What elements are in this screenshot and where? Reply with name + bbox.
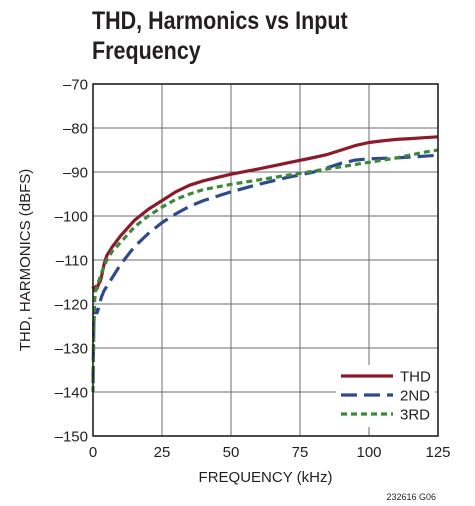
series-line-3rd	[91, 148, 439, 393]
x-tick-label-2: 50	[223, 444, 240, 461]
legend-label-3rd: 3RD	[400, 407, 430, 424]
legend-label-thd: THD	[400, 369, 431, 386]
y-tick-label-0: –150	[55, 429, 88, 446]
x-axis-label: FREQUENCY (kHz)	[199, 469, 333, 486]
x-tick-label-3: 75	[292, 444, 309, 461]
y-tick-label-2: –130	[55, 341, 88, 358]
chart-title-line-2: Frequency	[92, 37, 201, 65]
y-axis-label: THD, HARMONICS (dBFS)	[17, 169, 34, 352]
legend-label-2nd: 2ND	[400, 388, 430, 405]
x-tick-label-0: 0	[89, 444, 97, 461]
y-tick-label-7: –80	[63, 121, 88, 138]
y-tick-label-8: –70	[63, 77, 88, 94]
chart-title-line-1: THD, Harmonics vs Input	[92, 7, 348, 35]
y-tick-labels: –150 –140 –130 –120 –110 –100 –90 –80 –70	[55, 77, 88, 446]
y-tick-label-6: –90	[63, 165, 88, 182]
series-line-2nd	[91, 153, 439, 384]
plot-frame	[92, 83, 439, 437]
x-tick-label-4: 100	[356, 444, 381, 461]
legend: THD 2ND 3RD	[336, 365, 435, 427]
y-tick-label-5: –100	[55, 209, 88, 226]
x-tick-label-1: 25	[154, 444, 171, 461]
y-tick-label-1: –140	[55, 385, 88, 402]
figure-code: 232616 G06	[386, 492, 436, 502]
chart-title: THD, Harmonics vs Input Frequency	[92, 6, 348, 66]
y-tick-label-3: –120	[55, 297, 88, 314]
series-layer	[91, 135, 439, 393]
x-tick-label-5: 125	[425, 444, 450, 461]
x-tick-labels: 0 25 50 75 100 125	[89, 444, 451, 461]
y-tick-label-4: –110	[56, 253, 88, 270]
